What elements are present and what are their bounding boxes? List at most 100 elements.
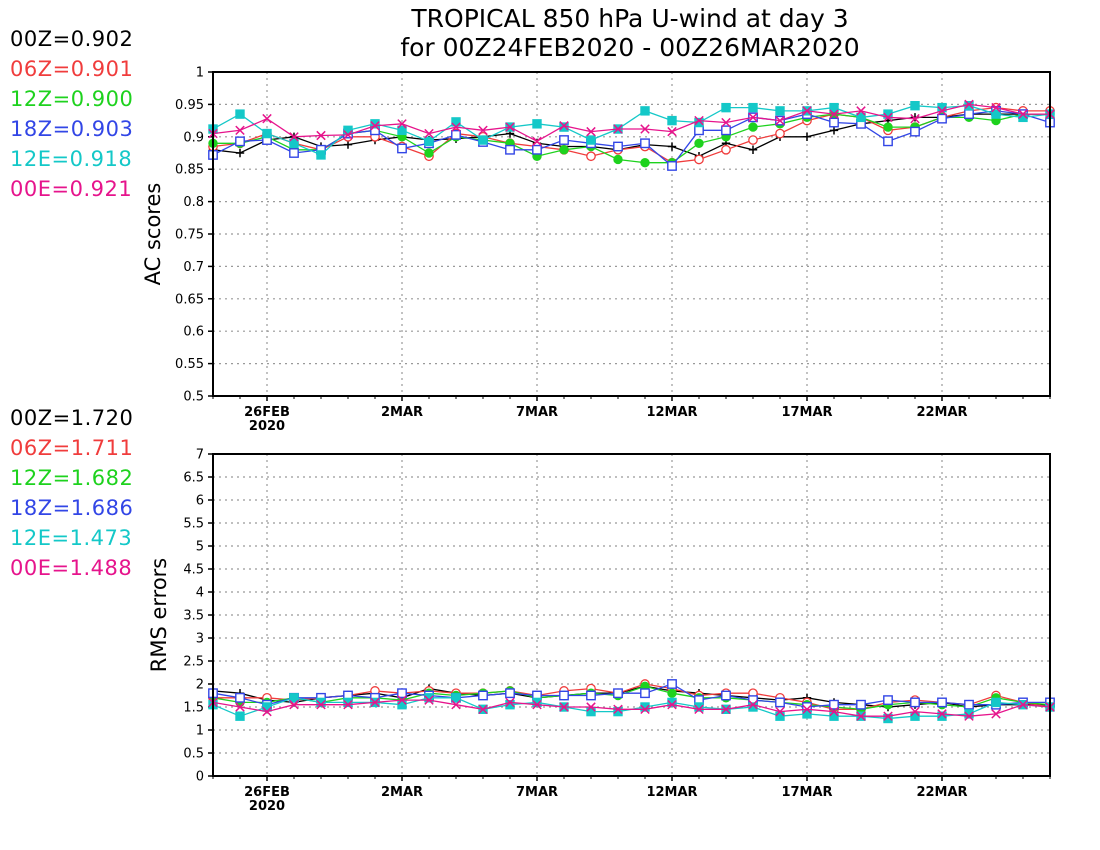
data-point	[883, 695, 893, 706]
y-tick-label: 0	[196, 770, 204, 785]
data-point	[451, 699, 461, 710]
data-point	[964, 709, 974, 719]
data-point	[856, 112, 866, 123]
y-axis-label: RMS errors	[147, 558, 171, 673]
x-tick-sublabel: 2020	[249, 799, 285, 814]
data-point	[694, 154, 704, 165]
data-point	[775, 106, 785, 116]
data-point	[775, 711, 785, 721]
data-point	[640, 688, 650, 699]
data-point	[640, 106, 650, 116]
data-point	[559, 135, 569, 145]
data-point	[262, 702, 272, 712]
x-tick-sublabel: 2020	[249, 419, 285, 434]
data-point	[694, 704, 704, 715]
data-point	[883, 713, 893, 724]
data-point	[586, 706, 596, 717]
data-point	[856, 106, 866, 116]
data-point	[883, 112, 893, 123]
data-point	[559, 121, 569, 131]
data-point	[316, 150, 326, 160]
data-point	[964, 109, 974, 120]
data-point	[559, 145, 569, 155]
legend-entry-18z: 18Z=1.686	[10, 496, 134, 520]
y-tick-label: 4.5	[183, 563, 204, 578]
data-point	[532, 144, 542, 155]
data-point	[370, 119, 380, 129]
y-tick-label: 0.75	[175, 228, 204, 243]
data-point	[802, 106, 812, 116]
x-tick-label: 22MAR	[916, 785, 967, 800]
data-point	[424, 695, 434, 705]
ac-scores-legend: 00Z=0.902 06Z=0.901 12Z=0.900 18Z=0.903 …	[10, 24, 133, 204]
data-point	[910, 126, 920, 137]
data-point	[910, 100, 920, 111]
x-tick-label: 7MAR	[516, 405, 558, 420]
data-point	[289, 699, 299, 710]
data-point	[559, 702, 569, 712]
data-point	[235, 136, 245, 147]
data-point	[343, 140, 353, 149]
data-point	[451, 129, 461, 140]
y-tick-label: 3	[196, 632, 204, 647]
y-tick-label: 7	[196, 448, 204, 463]
data-point	[289, 148, 299, 158]
data-point	[667, 142, 677, 151]
data-point	[343, 130, 353, 140]
data-point	[613, 688, 623, 699]
data-point	[262, 128, 272, 139]
data-point	[694, 125, 704, 136]
data-point	[991, 709, 1001, 719]
data-point	[532, 699, 542, 710]
legend-entry-12z: 12Z=1.682	[10, 466, 134, 490]
data-point	[262, 706, 272, 717]
y-tick-label: 0.7	[183, 260, 204, 275]
data-point	[289, 693, 299, 703]
data-point	[613, 704, 623, 715]
data-point	[667, 688, 677, 698]
data-point	[478, 125, 488, 136]
data-point	[235, 711, 245, 721]
data-point	[748, 702, 758, 712]
legend-entry-06z: 06Z=0.901	[10, 57, 134, 81]
data-point	[316, 130, 326, 141]
data-point	[316, 699, 326, 710]
data-point	[532, 119, 542, 129]
data-point	[883, 136, 893, 147]
legend-entry-00e: 00E=0.921	[10, 177, 133, 201]
y-tick-label: 5.5	[183, 517, 204, 532]
data-point	[910, 697, 920, 708]
data-point	[505, 122, 515, 132]
plot-frame	[212, 453, 1051, 777]
data-point	[775, 706, 785, 717]
data-point	[1018, 699, 1028, 710]
data-point	[883, 122, 893, 132]
y-tick-label: 0.95	[175, 98, 204, 113]
data-point	[829, 711, 839, 721]
data-point	[640, 124, 650, 134]
data-point	[694, 115, 704, 126]
data-point	[721, 704, 731, 715]
y-tick-label: 0.85	[175, 163, 204, 178]
data-point	[829, 699, 839, 710]
legend-entry-06z: 06Z=1.711	[10, 436, 134, 460]
data-point	[667, 699, 677, 710]
data-point	[802, 704, 812, 715]
data-point	[910, 711, 920, 721]
data-point	[397, 688, 407, 699]
data-point	[1018, 109, 1028, 119]
data-point	[775, 697, 785, 708]
y-tick-label: 1	[196, 66, 204, 81]
data-point	[640, 138, 650, 149]
data-point	[505, 144, 515, 155]
data-point	[937, 106, 947, 116]
data-point	[964, 99, 974, 110]
data-point	[343, 699, 353, 710]
x-tick-label: 26FEB	[244, 405, 290, 420]
data-point	[829, 117, 839, 128]
y-tick-label: 0.8	[183, 195, 204, 210]
data-point	[289, 132, 299, 142]
chart-title-line1: TROPICAL 850 hPa U-wind at day 3	[410, 4, 848, 33]
x-tick-label: 17MAR	[781, 785, 832, 800]
data-point	[370, 121, 380, 131]
